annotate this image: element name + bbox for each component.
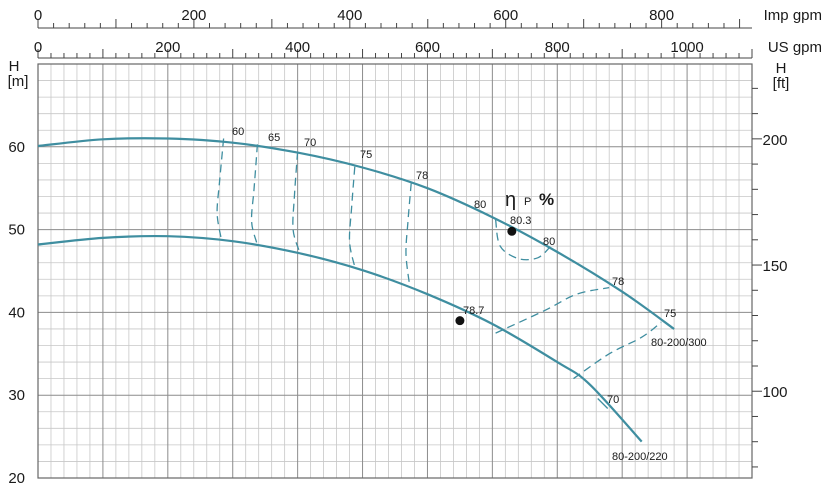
y-m-unit: [m]	[8, 73, 29, 90]
efficiency-contour-60	[216, 138, 225, 238]
performance-curves	[37, 137, 675, 443]
bep-points	[455, 226, 517, 326]
contour-70-mark	[597, 398, 609, 409]
imp-tick-label: 200	[181, 7, 206, 24]
eta-symbol: η	[505, 189, 516, 211]
y-ft-unit: [ft]	[773, 75, 790, 92]
efficiency-contour-75	[348, 166, 356, 268]
contour-label-75: 75	[664, 308, 676, 320]
us-tick-label: 0	[34, 39, 42, 56]
y-m-tick-label: 30	[8, 387, 25, 404]
bep-label-78.7: 78.7	[463, 305, 484, 317]
efficiency-contours	[216, 138, 662, 409]
imp-tick-label: 600	[493, 7, 518, 24]
efficiency-contour-78	[405, 183, 412, 288]
contour-label-75: 75	[360, 149, 372, 161]
y-ft-tick-label: 100	[762, 384, 787, 401]
efficiency-contour-75	[573, 321, 662, 380]
bep-point-78.7	[455, 316, 465, 326]
contour-label-65: 65	[268, 132, 280, 144]
efficiency-contour-70	[292, 151, 300, 251]
imp-tick-label: 800	[649, 7, 674, 24]
y-m-tick-label: 60	[8, 139, 25, 156]
contour-label-80-lower: 80	[543, 236, 555, 248]
contour-label-60: 60	[232, 126, 244, 138]
curve-label-80-200-300: 80-200/300	[651, 337, 707, 349]
curve-80-200/220	[37, 234, 643, 443]
contour-label-70: 70	[304, 137, 316, 149]
efficiency-contour-78	[495, 286, 610, 334]
eta-subscript: P	[524, 196, 531, 208]
imp-tick-label: 400	[337, 7, 362, 24]
curve-label-80-200-220: 80-200/220	[612, 451, 668, 463]
us-tick-label: 400	[285, 39, 310, 56]
plot-frame	[37, 63, 753, 479]
y-ft-unit-h: H	[776, 60, 787, 77]
bep-label-80.3: 80.3	[510, 215, 531, 227]
bep-point-80.3	[507, 226, 517, 236]
efficiency-contour-65	[250, 144, 259, 243]
us-tick-label: 1000	[670, 39, 703, 56]
annotation-labels: 60 65 70 75 78 80 78 75 70 80 80.3 78.7 η P % 80-200/30…	[232, 126, 707, 463]
contour-label-70: 70	[607, 394, 619, 406]
curve-80-200/300	[37, 137, 675, 330]
y-ft-tick-label: 150	[762, 258, 787, 275]
us-tick-label: 600	[415, 39, 440, 56]
y-ft-tick-label: 200	[762, 132, 787, 149]
imp-gpm-unit: Imp gpm	[764, 7, 822, 24]
us-tick-label: 800	[545, 39, 570, 56]
y-m-unit-h: H	[9, 58, 20, 75]
us-tick-label: 200	[155, 39, 180, 56]
y-m-tick-label: 20	[8, 470, 25, 483]
contour-label-80: 80	[474, 199, 486, 211]
grid-minor	[38, 64, 752, 478]
imp-tick-label: 0	[34, 7, 42, 24]
y-m-tick-label: 40	[8, 304, 25, 321]
y-m-tick-label: 50	[8, 222, 25, 239]
grid-major	[37, 63, 753, 479]
tick-labels: 0 200 400 600 800 Imp gpm 0 200 400 600 800 1000 US …	[8, 7, 822, 483]
us-gpm-unit: US gpm	[768, 39, 822, 56]
contour-label-78: 78	[416, 170, 428, 182]
axes	[37, 19, 762, 479]
percent-label: %	[539, 190, 554, 209]
efficiency-contour-80	[494, 219, 552, 261]
contour-label-78: 78	[612, 276, 624, 288]
